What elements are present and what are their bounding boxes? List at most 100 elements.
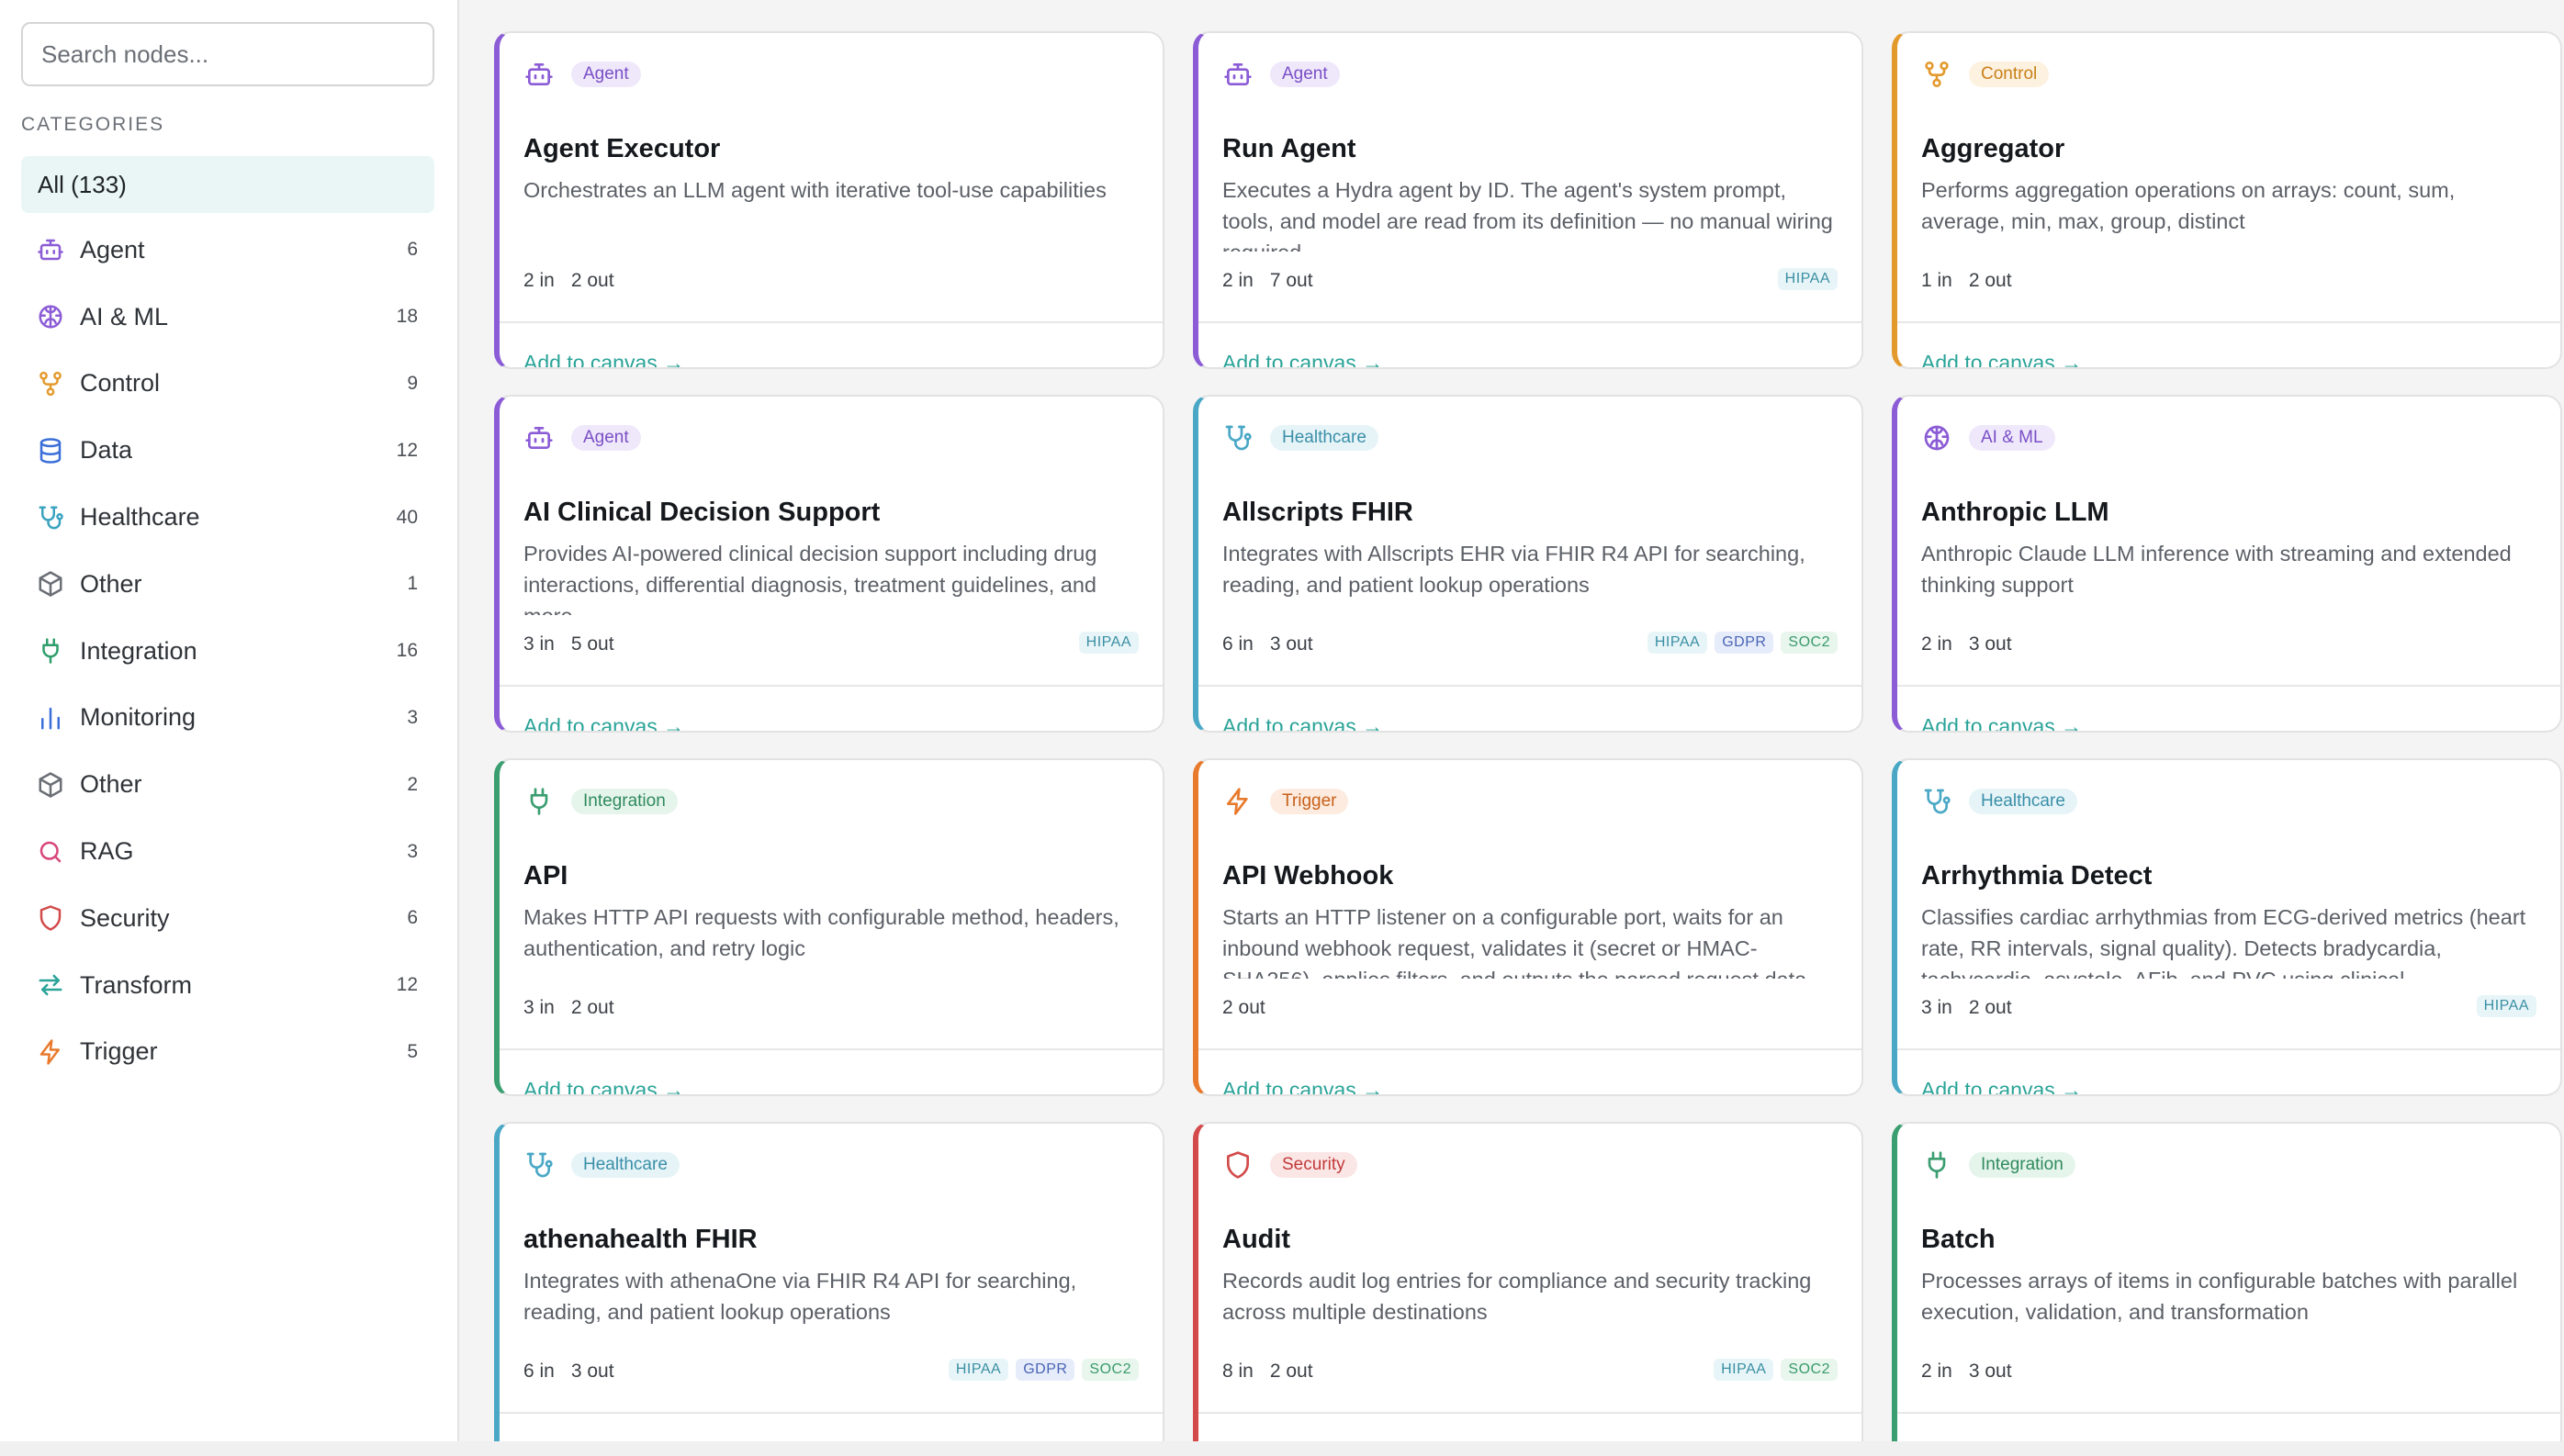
input-count: 2 in: [1222, 270, 1254, 291]
category-badge: Healthcare: [1969, 789, 2077, 814]
node-card[interactable]: Healthcare Arrhythmia Detect Classifies ca…: [1892, 758, 2562, 1096]
node-title: Batch: [1921, 1225, 1996, 1254]
categories-heading: CATEGORIES: [21, 114, 165, 135]
node-title: Run Agent: [1222, 134, 1356, 163]
add-to-canvas-link[interactable]: Add to canvas →: [1222, 1078, 1384, 1096]
branch-icon: [36, 369, 65, 398]
database-icon: [36, 436, 65, 465]
compliance-tag-hipaa: HIPAA: [1714, 1359, 1774, 1381]
add-to-canvas-link[interactable]: Add to canvas →: [1921, 351, 2083, 369]
node-card-header: AI & ML: [1921, 422, 2055, 454]
node-card[interactable]: Healthcare Allscripts FHIR Integrates with…: [1193, 395, 1863, 733]
output-count: 3 out: [1968, 633, 2012, 655]
node-card[interactable]: Control Aggregator Performs aggregation op…: [1892, 31, 2562, 369]
card-divider: [500, 321, 1163, 323]
category-item-rag[interactable]: RAG 3: [21, 818, 434, 885]
node-card[interactable]: Integration Batch Processes arrays of item…: [1892, 1122, 2562, 1441]
node-card[interactable]: Agent Run Agent Executes a Hydra agent by …: [1193, 31, 1863, 369]
robot-icon: [523, 422, 555, 454]
card-divider: [500, 1412, 1163, 1414]
category-item-security[interactable]: Security 6: [21, 885, 434, 952]
category-item-agent[interactable]: Agent 6: [21, 217, 434, 284]
category-item-integration[interactable]: Integration 16: [21, 618, 434, 685]
bottom-scroll-track: [0, 1441, 2564, 1456]
compliance-tag-gdpr: GDPR: [1715, 632, 1774, 654]
category-item-other[interactable]: Other 1: [21, 551, 434, 618]
node-card[interactable]: Agent Agent Executor Orchestrates an LLM a…: [494, 31, 1164, 369]
add-to-canvas-link[interactable]: Add to canvas →: [1222, 351, 1384, 369]
card-divider: [1897, 685, 2560, 687]
category-item-transform[interactable]: Transform 12: [21, 952, 434, 1019]
node-card-header: Healthcare: [1921, 786, 2077, 817]
node-title: Aggregator: [1921, 134, 2065, 163]
output-count: 2 out: [1269, 1361, 1313, 1382]
output-count: 2 out: [1222, 997, 1265, 1018]
compliance-tags: HIPAA: [1078, 632, 1139, 654]
node-card-header: Healthcare: [1222, 422, 1378, 454]
category-count: 2: [407, 773, 418, 795]
category-label: Control: [80, 369, 161, 398]
node-card[interactable]: Trigger API Webhook Starts an HTTP listene…: [1193, 758, 1863, 1096]
compliance-tag-hipaa: HIPAA: [2476, 995, 2536, 1017]
category-label: Transform: [80, 970, 193, 999]
category-item-data[interactable]: Data 12: [21, 417, 434, 484]
card-divider: [1198, 685, 1861, 687]
output-count: 3 out: [570, 1361, 614, 1382]
category-label: Integration: [80, 636, 197, 665]
category-item-control[interactable]: Control 9: [21, 351, 434, 418]
compliance-tag-hipaa: HIPAA: [1647, 632, 1708, 654]
node-card[interactable]: Agent AI Clinical Decision Support Provide…: [494, 395, 1164, 733]
plug-icon: [523, 786, 555, 817]
node-description: Processes arrays of items in configurabl…: [1921, 1269, 2518, 1324]
output-count: 5 out: [570, 633, 614, 655]
category-all[interactable]: All (133): [21, 156, 434, 213]
robot-icon: [36, 235, 65, 264]
compliance-tag-gdpr: GDPR: [1016, 1359, 1075, 1381]
add-to-canvas-link[interactable]: Add to canvas →: [1921, 714, 2083, 733]
cube-icon: [36, 569, 65, 599]
category-badge: Integration: [1969, 1152, 2075, 1178]
category-item-trigger[interactable]: Trigger 5: [21, 1019, 434, 1086]
compliance-tags: HIPAA: [2476, 995, 2536, 1017]
input-count: 2 in: [1921, 633, 1952, 655]
node-title: AI Clinical Decision Support: [523, 498, 881, 527]
node-description: Integrates with Allscripts EHR via FHIR …: [1222, 542, 1805, 597]
card-divider: [500, 1048, 1163, 1050]
shield-icon: [36, 903, 65, 933]
node-card-header: Agent: [1222, 59, 1340, 90]
add-to-canvas-link[interactable]: Add to canvas →: [523, 351, 685, 369]
node-card[interactable]: Security Audit Records audit log entries f…: [1193, 1122, 1863, 1441]
category-label: AI & ML: [80, 302, 169, 330]
category-badge: Agent: [1270, 62, 1340, 87]
category-badge: AI & ML: [1969, 425, 2055, 451]
node-card[interactable]: AI & ML Anthropic LLM Anthropic Claude LLM…: [1892, 395, 2562, 733]
add-to-canvas-link[interactable]: Add to canvas →: [1222, 714, 1384, 733]
node-title: athenahealth FHIR: [523, 1225, 758, 1254]
card-divider: [1897, 1048, 2560, 1050]
add-to-canvas-link[interactable]: Add to canvas →: [1921, 1078, 2083, 1096]
brain-icon: [1921, 422, 1952, 454]
category-item-healthcare[interactable]: Healthcare 40: [21, 484, 434, 551]
node-card[interactable]: Integration API Makes HTTP API requests wi…: [494, 758, 1164, 1096]
category-badge: Healthcare: [1270, 425, 1378, 451]
robot-icon: [1222, 59, 1254, 90]
category-item-ai-ml[interactable]: AI & ML 18: [21, 284, 434, 351]
node-io-counts: 8 in 2 out: [1222, 1361, 1313, 1383]
input-count: 3 in: [523, 633, 555, 655]
search-input[interactable]: [21, 22, 434, 86]
card-divider: [1198, 321, 1861, 323]
add-to-canvas-link[interactable]: Add to canvas →: [523, 714, 685, 733]
category-badge: Agent: [571, 62, 641, 87]
compliance-tags: HIPAA GDPR SOC2: [1647, 632, 1838, 654]
node-description: Performs aggregation operations on array…: [1921, 178, 2456, 233]
category-item-other[interactable]: Other 2: [21, 751, 434, 818]
category-count: 18: [396, 306, 418, 328]
stethoscope-icon: [523, 1149, 555, 1181]
sidebar: CATEGORIES All (133) Agent 6 AI & ML 18 Cont…: [0, 0, 459, 1441]
node-card-header: Trigger: [1222, 786, 1349, 817]
add-to-canvas-link[interactable]: Add to canvas →: [523, 1078, 685, 1096]
category-item-monitoring[interactable]: Monitoring 3: [21, 685, 434, 752]
node-card[interactable]: Healthcare athenahealth FHIR Integrates wi…: [494, 1122, 1164, 1441]
compliance-tag-soc2: SOC2: [1781, 1359, 1838, 1381]
